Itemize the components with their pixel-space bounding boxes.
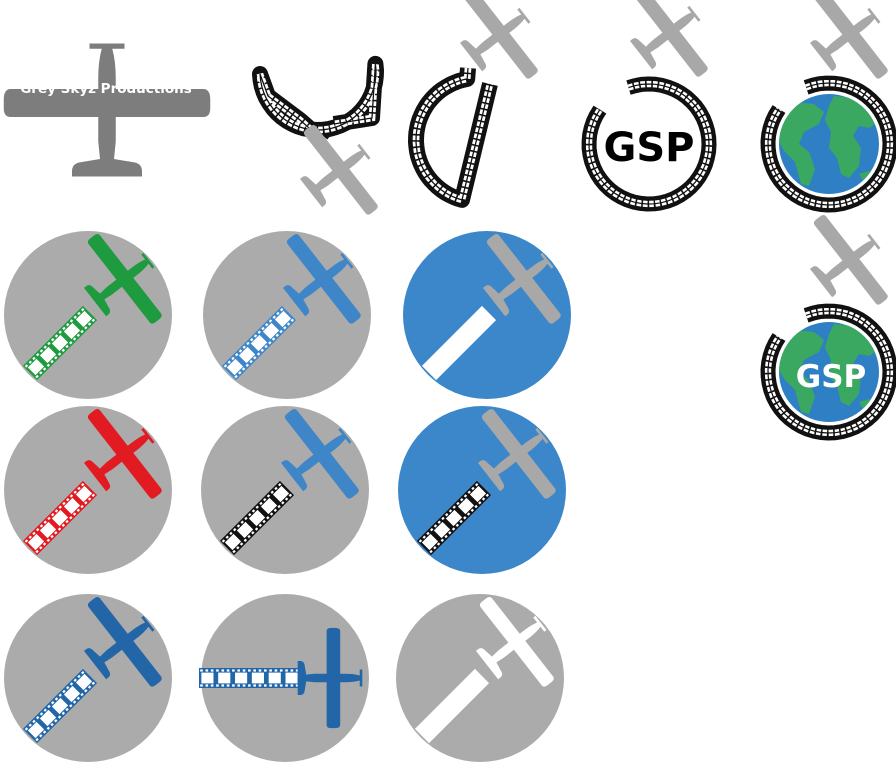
gsp-monogram-globe: GSP (796, 359, 867, 395)
badge-blue-plane-black-film (201, 393, 379, 574)
film-loop-logos (252, 0, 896, 441)
badge-red-plane (4, 393, 182, 574)
film-strip-icon (199, 668, 300, 688)
badge-blue-bg-black-film (398, 393, 576, 574)
badge-navy-plane (4, 581, 182, 762)
film-strip-icon (22, 668, 98, 744)
film-loop-globe-gsp-icon (760, 199, 896, 441)
film-loop-globe-icon (760, 0, 896, 213)
film-strip-icon (22, 305, 98, 381)
film-loop-icon (581, 76, 717, 212)
film-loop-icon (760, 75, 896, 213)
film-loop-icon (252, 55, 384, 149)
badge-green-plane (4, 218, 182, 399)
globe-icon (779, 94, 879, 194)
badge-blue-plane (203, 218, 381, 399)
gsp-monogram: GSP (604, 125, 695, 171)
film-strip-icon (414, 668, 490, 744)
film-strip-icon (421, 305, 497, 381)
film-strip-icon (22, 480, 98, 556)
film-loop-gsp-icon (581, 0, 728, 212)
film-loop-icon (408, 67, 498, 208)
film-loop-plane-top-icon (408, 0, 558, 208)
wordmark-text: Grey Skyz Productions (20, 81, 192, 97)
main-airplane-logo (3, 43, 211, 177)
badge-navy-plane-horizontal (199, 594, 369, 762)
badge-white-plane (396, 581, 574, 762)
circle-badges (4, 218, 581, 762)
film-strip-icon (221, 305, 297, 381)
film-loop-icon (760, 303, 896, 441)
film-strip-icon (416, 480, 492, 556)
badge-blue-bg-grey-plane (403, 218, 581, 399)
film-strip-icon (219, 480, 295, 556)
film-loop-plane-bottom-icon (252, 55, 398, 235)
